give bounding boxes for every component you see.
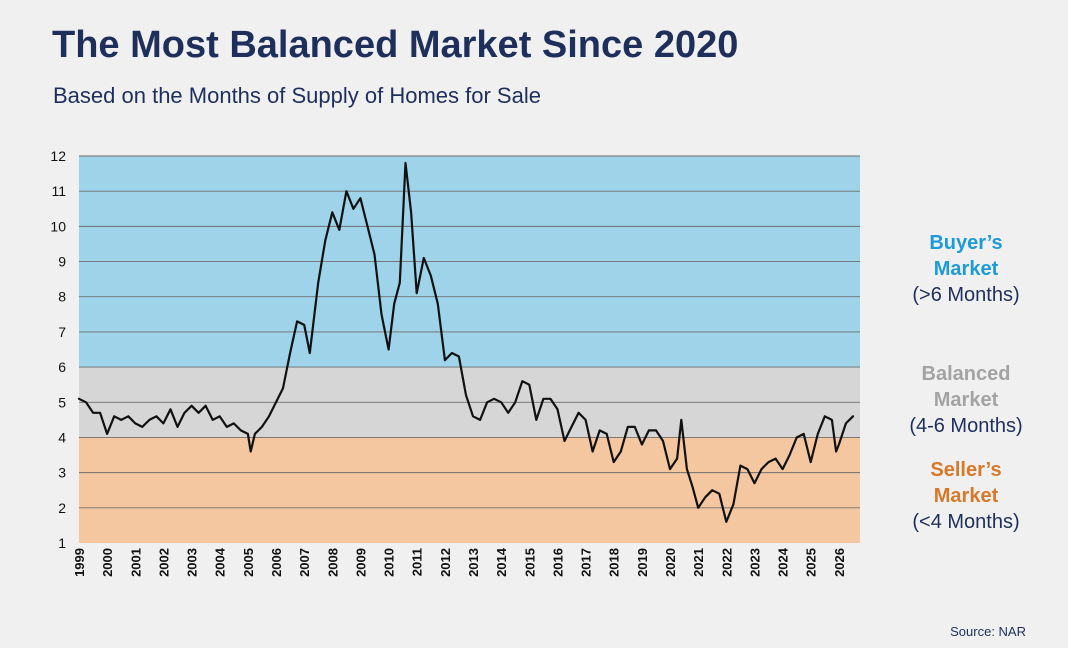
gridlines (79, 155, 860, 509)
x-tick-label: 2009 (353, 548, 368, 577)
x-tick-label: 2025 (804, 548, 819, 577)
x-tick-label: 2005 (241, 548, 256, 577)
balanced-market-range: (4-6 Months) (909, 415, 1023, 437)
x-tick-label: 2013 (466, 548, 481, 577)
x-tick-label: 2015 (522, 548, 537, 577)
y-tick-label: 1 (58, 535, 66, 551)
y-tick-label: 11 (51, 183, 66, 199)
sellers-market-band (79, 437, 860, 543)
x-tick-label: 2016 (550, 548, 565, 577)
buyers-market-legend: Buyer’s Market (>6 Months) (881, 230, 1051, 308)
y-tick-label: 6 (58, 359, 66, 375)
x-tick-label: 2019 (635, 548, 650, 577)
x-tick-label: 2023 (747, 548, 762, 577)
x-tick-label: 2000 (100, 548, 115, 577)
source-note: Source: NAR (950, 624, 1026, 639)
x-tick-label: 2020 (663, 548, 678, 577)
x-tick-label: 2002 (156, 548, 171, 577)
sellers-market-heading-line2: Market (933, 485, 999, 507)
sellers-market-legend: Seller’s Market (<4 Months) (881, 457, 1051, 535)
x-tick-label: 2001 (128, 548, 143, 577)
x-tick-label: 2012 (438, 548, 453, 577)
page-subtitle: Based on the Months of Supply of Homes f… (53, 83, 541, 108)
y-tick-label: 8 (58, 289, 66, 305)
x-tick-label: 2021 (691, 548, 706, 577)
x-tick-label: 2008 (325, 548, 340, 577)
x-tick-label: 2007 (297, 548, 312, 577)
x-tick-label: 2022 (719, 548, 734, 577)
x-tick-label: 1999 (72, 548, 87, 577)
buyers-market-heading-line2: Market (933, 258, 999, 280)
page-title: The Most Balanced Market Since 2020 (52, 24, 739, 66)
y-tick-label: 10 (50, 218, 66, 234)
balanced-market-heading-line1: Balanced (921, 363, 1011, 385)
balanced-market-heading-line2: Market (933, 389, 999, 411)
x-tick-label: 2017 (579, 548, 594, 577)
x-tick-label: 2004 (213, 547, 228, 577)
market-bands (79, 156, 860, 543)
balanced-market-legend: Balanced Market (4-6 Months) (881, 361, 1051, 439)
x-tick-label: 2010 (382, 548, 397, 577)
sellers-market-heading-line1: Seller’s (930, 459, 1002, 481)
x-tick-label: 2018 (607, 548, 622, 577)
supply-line-layer (77, 161, 855, 523)
y-tick-label: 2 (58, 500, 66, 516)
y-tick-label: 9 (58, 254, 66, 270)
x-tick-label: 2026 (832, 548, 847, 577)
buyers-market-heading-line1: Buyer’s (929, 232, 1003, 254)
x-axis-ticks: 1999 2000 2001 2002 2003 2004 2005 2006 2007 2008… (72, 547, 847, 577)
y-tick-label: 4 (58, 429, 66, 445)
y-tick-label: 5 (58, 394, 66, 410)
y-tick-label: 3 (58, 465, 66, 481)
x-tick-label: 2006 (269, 548, 284, 577)
x-tick-label: 2011 (410, 548, 425, 576)
y-tick-label: 7 (58, 324, 66, 340)
sellers-market-range: (<4 Months) (912, 511, 1020, 533)
x-tick-label: 2003 (185, 548, 200, 577)
x-tick-label: 2014 (494, 547, 509, 577)
y-tick-label: 12 (50, 148, 66, 164)
x-tick-label: 2024 (776, 547, 791, 577)
buyers-market-range: (>6 Months) (912, 284, 1020, 306)
